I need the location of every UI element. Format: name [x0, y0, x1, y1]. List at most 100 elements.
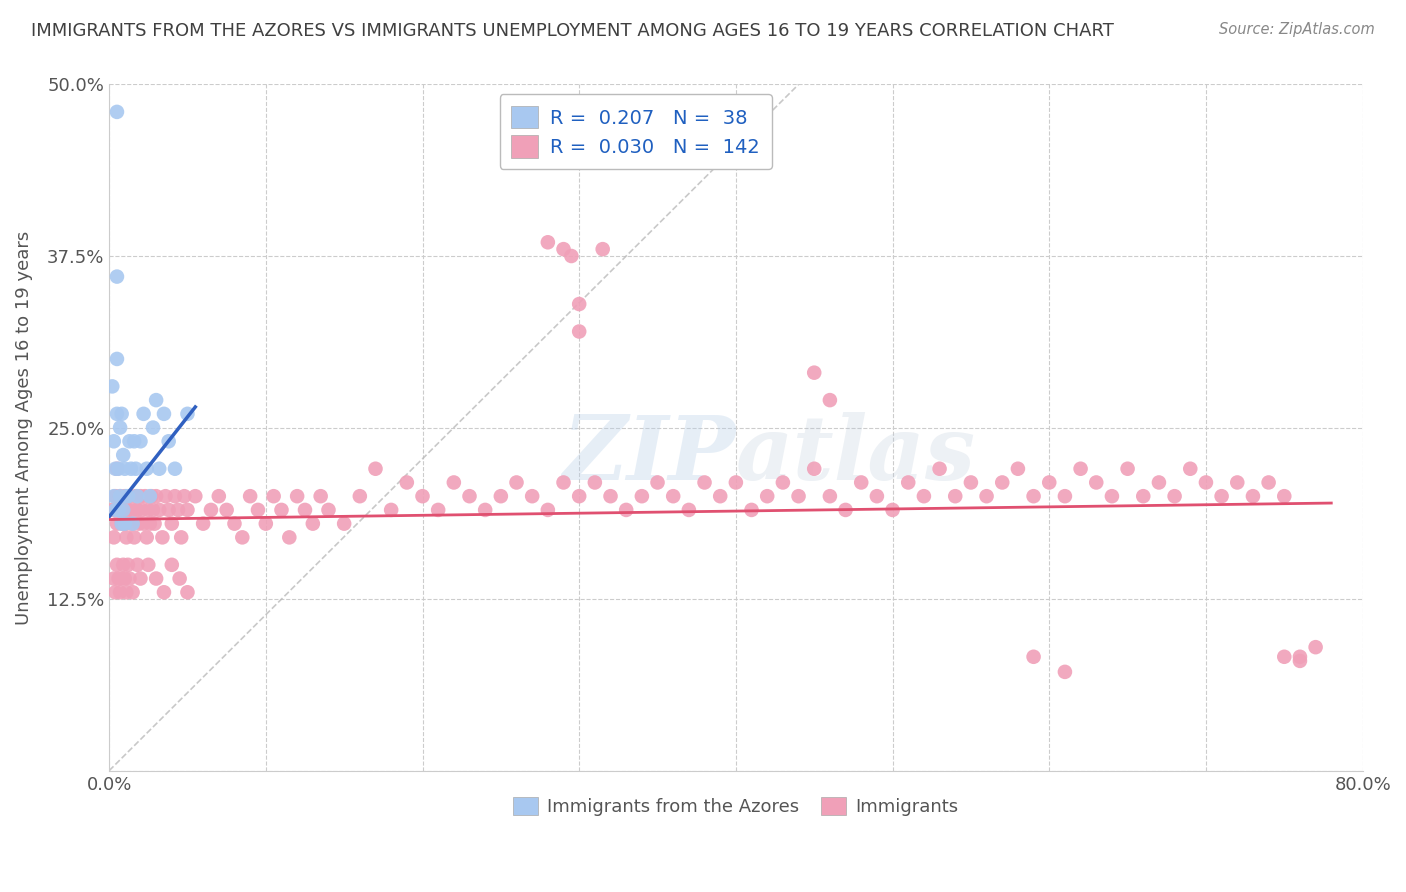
Point: [897, 475, 920, 490]
Point: [1085, 475, 1108, 490]
Point: [553, 475, 575, 490]
Point: [104, 461, 127, 475]
Point: [1101, 489, 1123, 503]
Point: [489, 489, 512, 503]
Point: [108, 489, 131, 503]
Point: [112, 448, 135, 462]
Point: [1132, 489, 1154, 503]
Point: [105, 461, 128, 475]
Point: [505, 475, 527, 490]
Point: [143, 516, 166, 531]
Point: [803, 461, 825, 475]
Point: [145, 489, 167, 503]
Point: [103, 489, 125, 503]
Point: [107, 572, 129, 586]
Point: [614, 503, 637, 517]
Point: [105, 558, 128, 572]
Point: [139, 516, 162, 531]
Point: [114, 572, 136, 586]
Point: [443, 475, 465, 490]
Point: [117, 503, 139, 517]
Point: [120, 516, 142, 531]
Text: ZIP: ZIP: [562, 412, 735, 499]
Point: [125, 489, 148, 503]
Point: [553, 242, 575, 256]
Point: [111, 572, 134, 586]
Point: [103, 434, 125, 449]
Point: [662, 489, 685, 503]
Point: [107, 503, 129, 517]
Point: [107, 503, 129, 517]
Point: [756, 489, 779, 503]
Point: [568, 325, 591, 339]
Point: [882, 503, 904, 517]
Point: [108, 420, 131, 434]
Point: [458, 489, 481, 503]
Point: [851, 475, 873, 490]
Point: [148, 461, 170, 475]
Point: [104, 585, 127, 599]
Point: [127, 503, 149, 517]
Point: [200, 503, 222, 517]
Point: [148, 503, 170, 517]
Point: [960, 475, 983, 490]
Point: [568, 489, 591, 503]
Point: [134, 489, 156, 503]
Point: [1038, 475, 1060, 490]
Point: [111, 516, 134, 531]
Point: [1226, 475, 1249, 490]
Point: [145, 393, 167, 408]
Point: [107, 461, 129, 475]
Point: [112, 503, 135, 517]
Point: [787, 489, 810, 503]
Point: [160, 516, 183, 531]
Point: [631, 489, 654, 503]
Point: [1022, 489, 1045, 503]
Point: [1163, 489, 1185, 503]
Point: [118, 434, 141, 449]
Point: [121, 516, 143, 531]
Point: [117, 489, 139, 503]
Point: [1289, 649, 1312, 664]
Point: [111, 407, 134, 421]
Point: [129, 434, 152, 449]
Legend: Immigrants from the Azores, Immigrants: Immigrants from the Azores, Immigrants: [506, 789, 966, 823]
Point: [163, 461, 186, 475]
Point: [108, 489, 131, 503]
Point: [152, 530, 174, 544]
Point: [127, 558, 149, 572]
Point: [122, 434, 145, 449]
Point: [724, 475, 747, 490]
Point: [128, 516, 150, 531]
Point: [537, 235, 560, 250]
Point: [160, 558, 183, 572]
Point: [157, 434, 180, 449]
Point: [309, 489, 332, 503]
Point: [157, 503, 180, 517]
Point: [568, 297, 591, 311]
Point: [153, 407, 176, 421]
Point: [592, 242, 614, 256]
Point: [537, 503, 560, 517]
Point: [928, 461, 950, 475]
Point: [132, 516, 155, 531]
Point: [115, 489, 138, 503]
Point: [117, 558, 139, 572]
Point: [834, 503, 856, 517]
Point: [1211, 489, 1233, 503]
Point: [215, 503, 238, 517]
Text: Source: ZipAtlas.com: Source: ZipAtlas.com: [1219, 22, 1375, 37]
Point: [1272, 489, 1295, 503]
Point: [101, 503, 124, 517]
Point: [395, 475, 418, 490]
Point: [105, 104, 128, 119]
Point: [167, 503, 190, 517]
Point: [522, 489, 544, 503]
Point: [246, 503, 269, 517]
Point: [111, 516, 134, 531]
Point: [105, 269, 128, 284]
Point: [103, 530, 125, 544]
Y-axis label: Unemployment Among Ages 16 to 19 years: Unemployment Among Ages 16 to 19 years: [15, 230, 32, 624]
Point: [101, 379, 124, 393]
Point: [176, 503, 198, 517]
